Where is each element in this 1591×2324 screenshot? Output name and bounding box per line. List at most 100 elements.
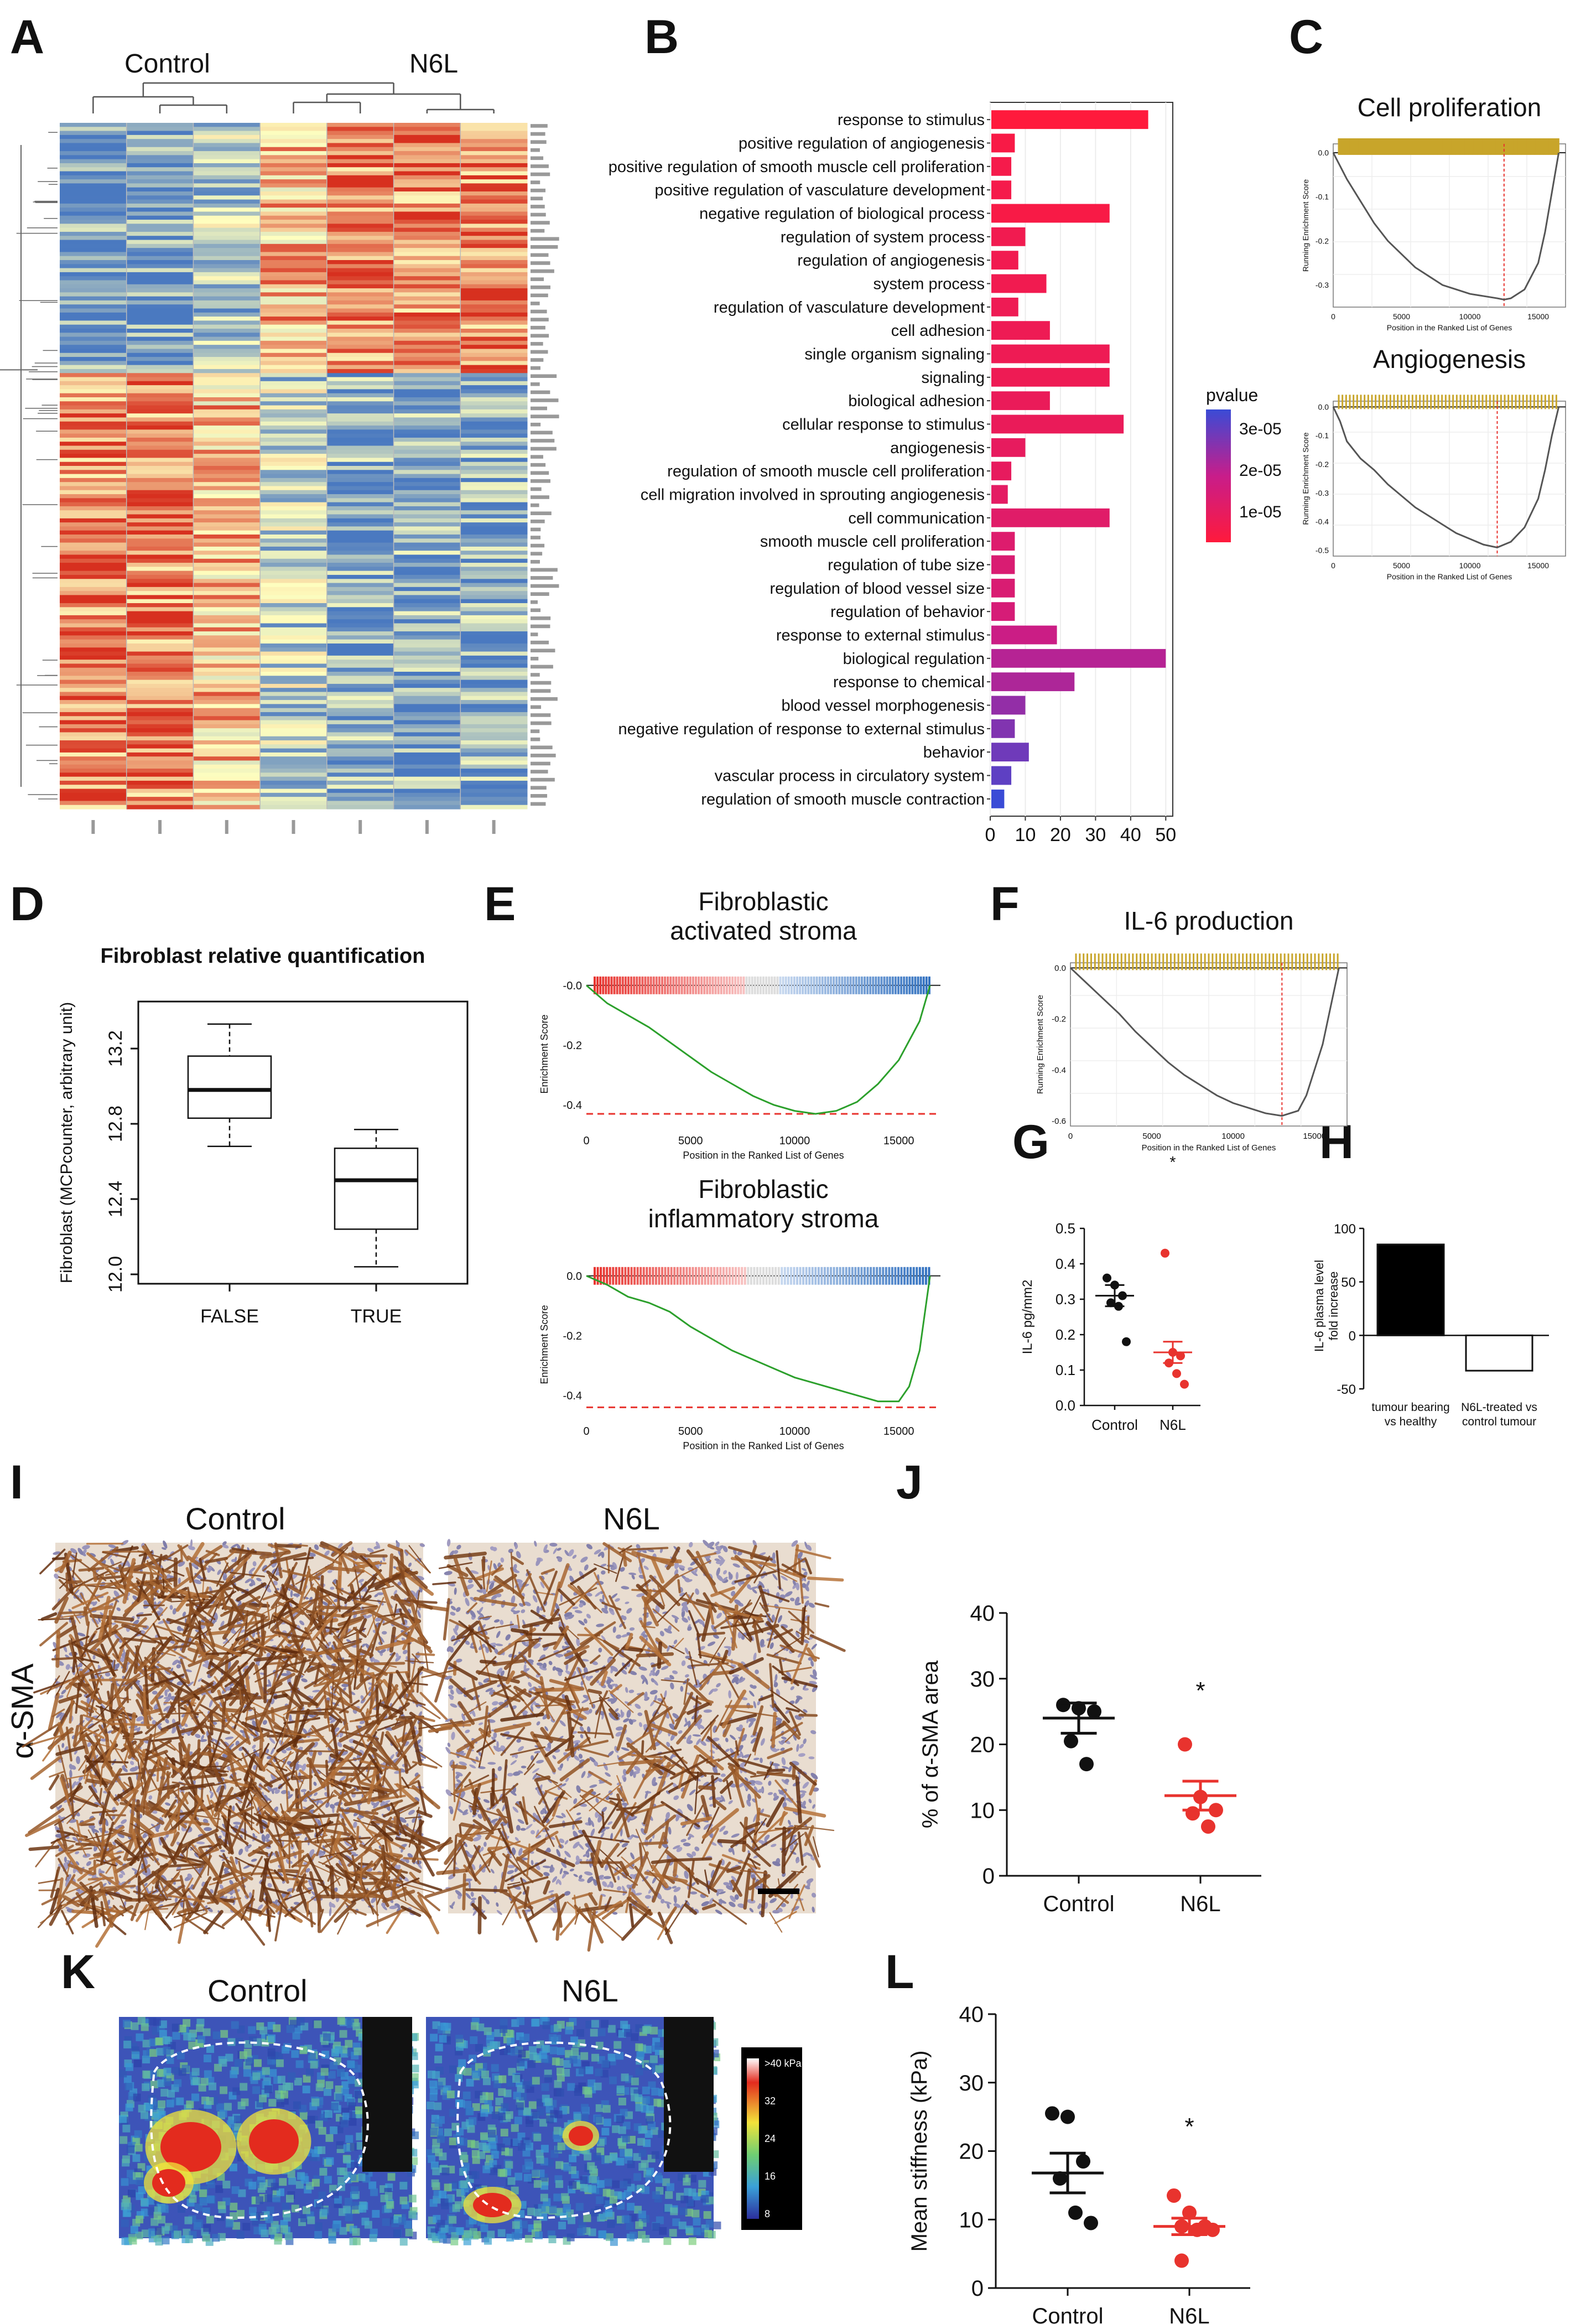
heatmap-cell [394, 195, 461, 200]
row-gene-label [531, 382, 540, 386]
heatmap-cell [394, 135, 461, 139]
heatmap-cell [60, 179, 127, 184]
heatmap-cell [60, 216, 127, 220]
alpha-sma-fiber [89, 1878, 113, 1880]
bar [991, 204, 1110, 223]
heatmap-cell [327, 663, 394, 668]
heatmap-cell [60, 389, 127, 393]
heatmap-cell [394, 337, 461, 341]
heatmap-cell [460, 272, 527, 277]
heatmap-cell [327, 325, 394, 329]
heatmap-cell [260, 531, 327, 535]
heatmap-cell [260, 365, 327, 370]
heatmap-cell [394, 373, 461, 377]
heatmap-cell [193, 522, 260, 527]
heatmap-cell [327, 744, 394, 749]
heatmap-cell [394, 345, 461, 349]
heatmap-cell [327, 143, 394, 147]
heatmap-cell [394, 490, 461, 495]
heatmap-cell [260, 325, 327, 329]
heatmap-cell [260, 462, 327, 466]
heatmap-cell [327, 151, 394, 155]
y-axis-label: Running Enrichment Score [1301, 179, 1310, 272]
heatmap-cell [60, 252, 127, 256]
data-point [1161, 1249, 1169, 1258]
heatmap-cell [260, 450, 327, 454]
heatmap-cell [127, 232, 194, 236]
heatmap-cell [460, 704, 527, 708]
heatmap-cell [193, 297, 260, 301]
heatmap-cell [260, 442, 327, 446]
heatmap-cell [327, 216, 394, 220]
heatmap-cell [193, 680, 260, 684]
heatmap-cell [260, 369, 327, 374]
heatmap-cell [60, 672, 127, 676]
heatmap-cell [127, 518, 194, 523]
heatmap-cell [260, 777, 327, 781]
heatmap-cell [327, 175, 394, 180]
heatmap-cell [460, 264, 527, 268]
heatmap-cell [394, 272, 461, 277]
heatmap-cell [394, 147, 461, 152]
heatmap-cell [327, 526, 394, 531]
chart-title: inflammatory stroma [648, 1204, 879, 1233]
heatmap-cell [60, 623, 127, 627]
heatmap-cell [394, 708, 461, 713]
heatmap-cell [260, 506, 327, 511]
y-tick-label: 0 [1349, 1329, 1356, 1343]
heatmap-cell [460, 656, 527, 660]
heatmap-cell [60, 619, 127, 624]
row-gene-label [531, 205, 545, 209]
y-tick-label: 0.0 [1318, 148, 1329, 157]
y-tick-label: 12.8 [105, 1106, 126, 1142]
heatmap-cell [260, 785, 327, 789]
heatmap-cell [460, 805, 527, 810]
heatmap-cell [327, 559, 394, 563]
heatmap-cell [60, 494, 127, 499]
heatmap-cell [60, 660, 127, 664]
heatmap-cell [127, 502, 194, 507]
heatmap-cell [60, 426, 127, 430]
heatmap-cell [460, 740, 527, 745]
heatmap-cell [127, 531, 194, 535]
heatmap-cell [460, 211, 527, 216]
heatmap-cell [327, 498, 394, 502]
heatmap-cell [60, 397, 127, 402]
heatmap-cell [127, 591, 194, 595]
row-gene-label [531, 286, 550, 289]
heatmap-cell [127, 777, 194, 781]
heatmap-cell [394, 409, 461, 414]
heatmap-cell [327, 393, 394, 398]
heatmap-cell [193, 276, 260, 281]
heatmap-cell [460, 680, 527, 684]
heatmap-cell [460, 369, 527, 374]
row-gene-label [531, 528, 540, 532]
heatmap-cell [60, 159, 127, 164]
fibroblast-box-plot: Fibroblast relative quantification12.012… [0, 941, 476, 1383]
heatmap-cell [460, 349, 527, 353]
heatmap-cell [460, 712, 527, 717]
data-point [1180, 1380, 1189, 1389]
heatmap-cell [127, 349, 194, 353]
heatmap-cell [327, 635, 394, 640]
heatmap-cell [460, 280, 527, 284]
heatmap-cell [394, 211, 461, 216]
heatmap-cell [460, 434, 527, 438]
heatmap-cell [260, 510, 327, 515]
heatmap-cell [260, 143, 327, 147]
heatmap-cell [394, 167, 461, 172]
heatmap-cell [127, 244, 194, 248]
heatmap-cell [460, 647, 527, 652]
heatmap-cell [394, 716, 461, 720]
heatmap-cell [127, 284, 194, 289]
alpha-sma-fiber [346, 1895, 383, 1896]
heatmap [0, 0, 597, 863]
plot-frame [138, 1002, 467, 1284]
heatmap-cell [193, 554, 260, 559]
x-tick-label: 0 [1331, 561, 1335, 570]
heatmap-cell [460, 640, 527, 644]
heatmap-cell [193, 728, 260, 733]
heatmap-cell [127, 676, 194, 680]
heatmap-cell [327, 191, 394, 196]
